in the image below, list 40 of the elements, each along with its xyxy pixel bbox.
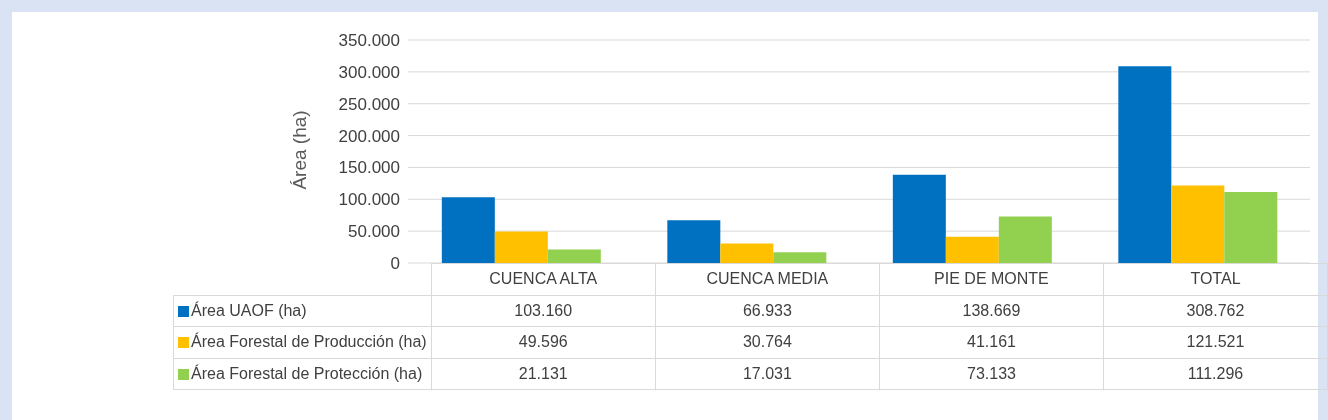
data-label: 17.031 [655, 358, 880, 390]
bar [494, 231, 548, 263]
data-label: 21.131 [431, 358, 656, 390]
x-tick-label: CUENCA ALTA [431, 263, 656, 295]
legend-label: Área Forestal de Producción (ha) [191, 333, 427, 351]
data-label: 103.160 [431, 295, 656, 327]
data-label: 138.669 [879, 295, 1104, 327]
bar [773, 252, 827, 263]
data-label: 308.762 [1103, 295, 1328, 327]
data-label: 111.296 [1103, 358, 1328, 390]
y-tick-label: 100.000 [338, 190, 400, 210]
bar [1118, 66, 1172, 263]
x-tick-label: TOTAL [1103, 263, 1328, 295]
y-tick-label: 200.000 [338, 126, 400, 146]
bar [998, 216, 1052, 263]
bar [892, 174, 946, 263]
bar [720, 243, 774, 263]
x-tick-label: CUENCA MEDIA [655, 263, 880, 295]
y-tick-label: 250.000 [338, 94, 400, 114]
data-label: 121.521 [1103, 326, 1328, 358]
bar [945, 236, 999, 263]
bar [1224, 192, 1278, 263]
y-tick-label: 350.000 [338, 31, 400, 51]
data-label: 49.596 [431, 326, 656, 358]
data-label: 41.161 [879, 326, 1104, 358]
y-tick-label: 0 [390, 254, 400, 274]
bar [547, 249, 601, 263]
bar [667, 220, 721, 263]
y-tick-label: 300.000 [338, 62, 400, 82]
legend-label: Área UAOF (ha) [191, 301, 307, 319]
bar [1171, 185, 1225, 263]
data-label: 66.933 [655, 295, 880, 327]
y-axis-title: Área (ha) [289, 110, 311, 190]
bar [441, 197, 495, 263]
data-label: 73.133 [879, 358, 1104, 390]
y-tick-label: 50.000 [348, 222, 400, 242]
data-label: 30.764 [655, 326, 880, 358]
x-tick-label: PIE DE MONTE [879, 263, 1104, 295]
y-tick-label: 150.000 [338, 158, 400, 178]
legend-label: Área Forestal de Protección (ha) [191, 364, 423, 382]
